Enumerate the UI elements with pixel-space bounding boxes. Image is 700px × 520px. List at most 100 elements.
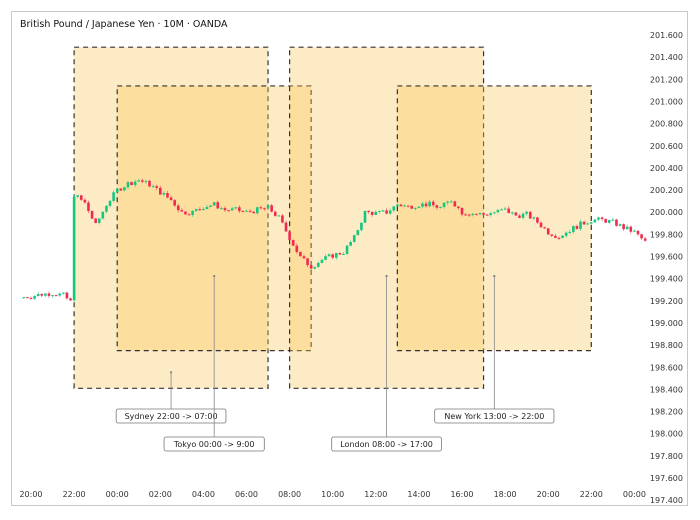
x-tick-label: 22:00 — [580, 490, 603, 499]
candle-body — [22, 297, 26, 299]
candle-body — [342, 253, 345, 255]
candle-body — [446, 201, 449, 203]
session-label-box — [115, 408, 227, 424]
candle-body — [600, 217, 604, 220]
candle-body — [478, 213, 482, 215]
candle-body — [521, 213, 525, 218]
candle-body — [148, 180, 151, 187]
candle-body — [514, 212, 518, 216]
candle-body — [370, 211, 374, 215]
candle-body — [176, 205, 180, 211]
candle-body — [87, 202, 90, 211]
y-tick-label: 199.400 — [650, 275, 683, 284]
candle-body — [259, 207, 263, 209]
candle-body — [223, 208, 227, 211]
y-tick-label: 200.600 — [650, 142, 683, 151]
candle-body — [414, 207, 417, 209]
candle-body — [90, 210, 94, 219]
candle-body — [539, 222, 543, 228]
x-tick-label: 06:00 — [235, 490, 258, 499]
candle-body — [69, 298, 72, 301]
candle-body — [36, 294, 40, 297]
candle-body — [532, 217, 536, 219]
candle-body — [141, 180, 144, 182]
candle-body — [76, 195, 79, 197]
y-tick-label: 197.400 — [650, 496, 683, 505]
session-label-box — [331, 436, 442, 452]
candle-body — [503, 208, 507, 210]
candle-body — [40, 294, 44, 296]
candle-body — [309, 265, 313, 269]
candle-body — [241, 211, 245, 213]
candle-body — [334, 253, 338, 258]
session-anchor-dot — [213, 275, 216, 277]
candle-body — [338, 253, 342, 255]
candle-body — [327, 254, 331, 257]
candle-body — [238, 207, 241, 212]
y-tick-label: 201.000 — [650, 97, 683, 106]
candle-body — [26, 297, 29, 299]
candle-body — [622, 224, 625, 230]
candle-body — [273, 211, 277, 216]
y-tick-label: 198.000 — [650, 430, 683, 439]
candle-body — [317, 262, 320, 267]
y-tick-label: 197.800 — [650, 452, 683, 461]
candle-body — [180, 210, 184, 212]
candle-body — [227, 210, 230, 212]
candle-body — [518, 215, 521, 218]
y-tick-label: 199.000 — [650, 319, 683, 328]
candle-body — [320, 259, 324, 263]
x-axis[interactable]: 20:00 22:00 00:00 02:00 04:00 06:00 08:00 10:00… — [19, 490, 645, 499]
candle-body — [187, 214, 191, 216]
candle-body — [381, 210, 385, 212]
candle-body — [209, 205, 212, 208]
chart-title: British Pound / Japanese Yen · 10M · OAN… — [20, 19, 228, 30]
candle-body — [345, 245, 349, 254]
candle-body — [604, 219, 607, 223]
candle-body — [137, 180, 141, 182]
candle-body — [234, 207, 238, 209]
candle-body — [464, 214, 467, 216]
candle-body — [449, 201, 453, 203]
candle-body — [248, 210, 252, 212]
candle-body — [597, 217, 600, 220]
session-label: New York 13:00 -> 22:00 — [444, 412, 544, 421]
candle-body — [281, 215, 284, 223]
candle-body — [593, 219, 597, 223]
y-axis[interactable]: 201.600 201.400 201.200 201.000 200.800 200.6… — [650, 31, 683, 505]
y-tick-label: 201.600 — [650, 31, 683, 40]
candle-body — [252, 211, 255, 214]
sessions-layer — [73, 46, 592, 389]
candle-body — [367, 210, 370, 212]
candle-body — [625, 226, 629, 230]
candle-body — [97, 218, 101, 223]
candle-body — [582, 221, 586, 225]
y-tick-label: 197.600 — [650, 474, 683, 483]
candle-body — [291, 239, 295, 246]
candle-body — [500, 209, 503, 211]
candle-body — [302, 256, 306, 259]
candle-body — [356, 230, 360, 236]
x-tick-label: 00:00 — [623, 490, 646, 499]
candle-body — [270, 205, 273, 212]
x-tick-label: 20:00 — [537, 490, 560, 499]
candle-body — [467, 214, 471, 216]
candle-body — [543, 227, 546, 229]
candle-body — [230, 208, 234, 211]
candle-body — [471, 213, 475, 216]
candle-body — [557, 237, 561, 239]
candle-body — [561, 235, 564, 238]
candle-body — [220, 208, 223, 210]
y-tick-label: 200.000 — [650, 208, 683, 217]
candle-body — [123, 187, 126, 191]
candle-body — [568, 231, 572, 233]
candle-body — [126, 182, 130, 188]
candle-body — [575, 226, 579, 229]
candle-body — [615, 219, 618, 226]
candle-body — [633, 230, 636, 232]
candle-body — [44, 293, 47, 296]
candle-body — [108, 200, 112, 206]
candle-body — [198, 209, 202, 211]
candle-body — [54, 295, 58, 297]
